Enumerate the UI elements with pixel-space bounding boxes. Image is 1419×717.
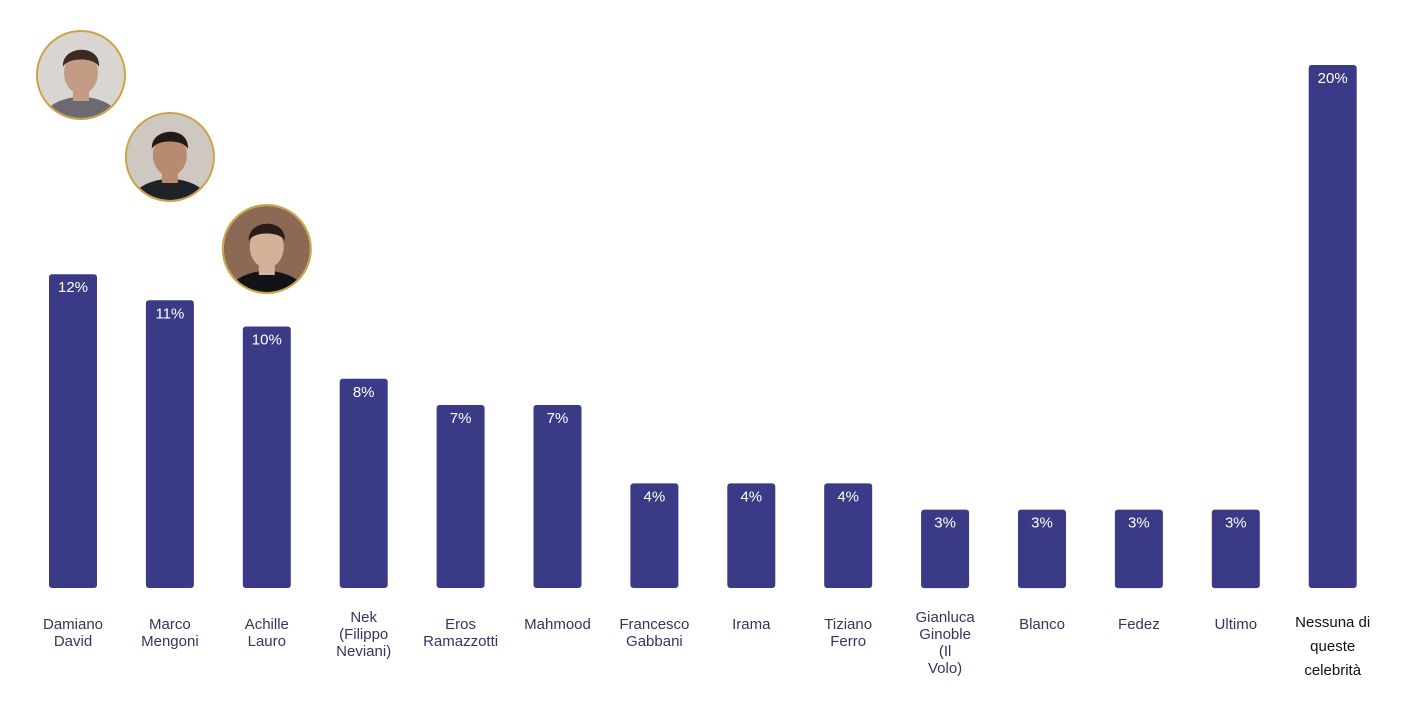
bar-mahmood — [533, 405, 582, 588]
category-label-line: Nek — [350, 609, 377, 626]
category-label-line: queste — [1310, 638, 1355, 655]
value-label-marco-mengoni: 11% — [155, 305, 184, 322]
category-label-blanco: Blanco — [1019, 616, 1065, 633]
category-label-line: David — [54, 633, 92, 650]
value-label-nessuna-di-queste-celebrita: 20% — [1318, 70, 1348, 87]
category-label-line: Gabbani — [626, 633, 683, 650]
category-label-line: Fedez — [1118, 616, 1160, 633]
value-label-mahmood: 7% — [547, 410, 569, 427]
category-label-fedez: Fedez — [1118, 616, 1160, 633]
value-label-francesco-gabbani: 4% — [644, 488, 666, 505]
portrait-damiano-david-icon — [36, 30, 126, 120]
category-label-line: Tiziano — [824, 616, 872, 633]
category-label-achille-lauro: Achille Lauro — [245, 616, 289, 650]
category-label-mahmood: Mahmood — [524, 616, 591, 633]
value-label-eros-ramazzotti: 7% — [450, 410, 472, 427]
category-label-line: Mengoni — [141, 633, 199, 650]
category-label-line: Blanco — [1019, 616, 1065, 633]
category-label-line: Volo) — [928, 660, 962, 677]
category-label-ultimo: Ultimo — [1215, 616, 1258, 633]
value-label-damiano-david: 12% — [58, 279, 88, 296]
category-label-francesco-gabbani: Francesco Gabbani — [619, 616, 689, 650]
portrait-achille-lauro-icon — [221, 204, 312, 294]
bar-ultimo — [1211, 509, 1260, 589]
bar-francesco-gabbani — [630, 483, 679, 588]
category-label-line: Damiano — [43, 616, 103, 633]
bar-tiziano-ferro — [824, 483, 873, 588]
category-label-marco-mengoni: Marco Mengoni — [141, 616, 199, 650]
value-label-tiziano-ferro: 4% — [837, 488, 859, 505]
category-label-line: Ultimo — [1215, 616, 1258, 633]
bar-gianluca-ginoble-il-volo — [921, 509, 970, 589]
category-label-line: Eros — [445, 616, 476, 633]
bar-irama — [727, 483, 776, 588]
category-label-line: Ginoble — [919, 626, 971, 643]
category-label-line: (Filippo — [339, 626, 388, 643]
category-label-tiziano-ferro: Tiziano Ferro — [824, 616, 872, 650]
value-label-gianluca-ginoble-il-volo: 3% — [934, 515, 956, 532]
portrait-marco-mengoni-icon — [124, 112, 215, 202]
value-label-irama: 4% — [740, 488, 762, 505]
category-label-gianluca-ginoble-il-volo: Gianluca Ginoble (Il Volo) — [915, 609, 975, 677]
category-label-line: Mahmood — [524, 616, 591, 633]
category-label-line: Francesco — [619, 616, 689, 633]
category-label-line: Marco — [149, 616, 191, 633]
category-label-eros-ramazzotti: Eros Ramazzotti — [423, 616, 498, 650]
category-label-line: Lauro — [248, 633, 286, 650]
bar-nessuna-di-queste-celebrita — [1308, 65, 1357, 588]
category-label-line: Ramazzotti — [423, 633, 498, 650]
bar-achille-lauro — [242, 326, 291, 588]
value-label-fedez: 3% — [1128, 515, 1150, 532]
bar-fedez — [1114, 509, 1163, 589]
category-label-nek-filippo-neviani: Nek (Filippo Neviani) — [336, 609, 391, 660]
value-label-blanco: 3% — [1031, 515, 1053, 532]
bar-eros-ramazzotti — [436, 405, 485, 588]
category-label-line: (Il — [939, 643, 952, 660]
category-label-line: Achille — [245, 616, 289, 633]
value-labels-layer: 12% 11% 10% 8% 7% 7% 4% 4% 4% 3% 3% 3% 3% 20% — [58, 70, 1348, 532]
category-label-line: Ferro — [830, 633, 866, 650]
photos-layer — [36, 30, 312, 294]
category-label-line: Gianluca — [915, 609, 975, 626]
category-label-line: Nessuna di — [1295, 614, 1370, 631]
bar-nek-filippo-neviani — [339, 378, 388, 588]
category-label-line: Neviani) — [336, 643, 391, 660]
category-label-irama: Irama — [732, 616, 771, 633]
value-label-achille-lauro: 10% — [252, 332, 282, 349]
bars-layer — [49, 65, 1357, 589]
bar-marco-mengoni — [145, 300, 194, 588]
category-label-line: celebrità — [1304, 662, 1361, 679]
bar-damiano-david — [49, 274, 97, 588]
category-label-nessuna-di-queste-celebrita: Nessuna di queste celebrità — [1295, 614, 1370, 679]
value-label-ultimo: 3% — [1225, 515, 1247, 532]
category-label-damiano-david: Damiano David — [43, 616, 103, 650]
category-label-line: Irama — [732, 616, 771, 633]
bar-blanco — [1018, 509, 1066, 589]
value-label-nek-filippo-neviani: 8% — [353, 384, 375, 401]
